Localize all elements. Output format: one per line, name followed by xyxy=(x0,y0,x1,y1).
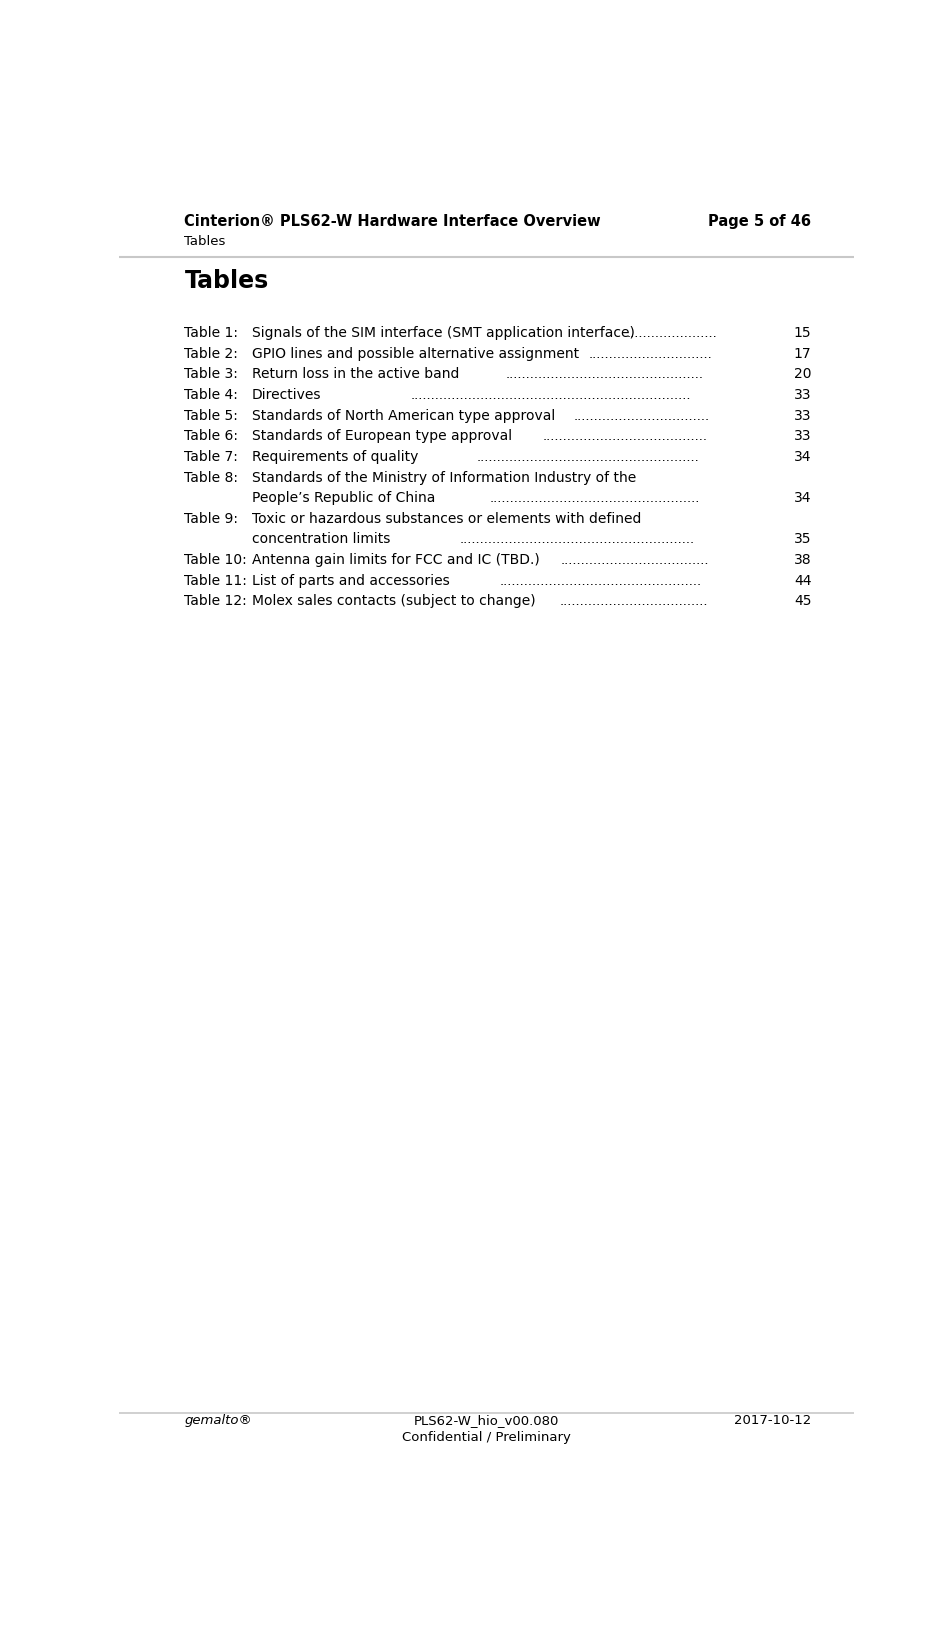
Text: Return loss in the active band: Return loss in the active band xyxy=(251,368,459,381)
Text: Standards of the Ministry of Information Industry of the: Standards of the Ministry of Information… xyxy=(251,471,636,484)
Text: Table 8:: Table 8: xyxy=(184,471,238,484)
Text: Signals of the SIM interface (SMT application interface): Signals of the SIM interface (SMT applic… xyxy=(251,327,635,340)
Text: Table 5:: Table 5: xyxy=(184,409,238,423)
Text: .................................: ................................. xyxy=(573,410,710,423)
Text: Table 12:: Table 12: xyxy=(184,594,248,609)
Text: concentration limits: concentration limits xyxy=(251,532,390,546)
Text: Standards of North American type approval: Standards of North American type approva… xyxy=(251,409,555,423)
Text: 45: 45 xyxy=(794,594,811,609)
Text: Antenna gain limits for FCC and IC (TBD.): Antenna gain limits for FCC and IC (TBD.… xyxy=(251,553,540,568)
Text: Table 1:: Table 1: xyxy=(184,327,238,340)
Text: Table 2:: Table 2: xyxy=(184,346,238,361)
Text: List of parts and accessories: List of parts and accessories xyxy=(251,574,450,587)
Text: 38: 38 xyxy=(794,553,811,568)
Text: Standards of European type approval: Standards of European type approval xyxy=(251,430,512,443)
Text: 34: 34 xyxy=(794,450,811,464)
Text: Directives: Directives xyxy=(251,387,322,402)
Text: Page 5 of 46: Page 5 of 46 xyxy=(709,215,811,230)
Text: People’s Republic of China: People’s Republic of China xyxy=(251,491,436,505)
Text: ....................................: .................................... xyxy=(560,596,708,609)
Text: 20: 20 xyxy=(794,368,811,381)
Text: 15: 15 xyxy=(794,327,811,340)
Text: 35: 35 xyxy=(794,532,811,546)
Text: ....................................: .................................... xyxy=(561,555,710,568)
Text: Table 10:: Table 10: xyxy=(184,553,248,568)
Text: ..............................: .............................. xyxy=(588,348,713,361)
Text: ........................................: ........................................ xyxy=(542,430,707,443)
Text: ......................................................: ........................................… xyxy=(477,451,699,464)
Text: Confidential / Preliminary: Confidential / Preliminary xyxy=(402,1431,570,1444)
Text: 33: 33 xyxy=(794,430,811,443)
Text: gemalto®: gemalto® xyxy=(184,1415,252,1428)
Text: Table 4:: Table 4: xyxy=(184,387,238,402)
Text: Table 3:: Table 3: xyxy=(184,368,238,381)
Text: ...................................................: ........................................… xyxy=(490,492,700,505)
Text: Cinterion® PLS62-W Hardware Interface Overview: Cinterion® PLS62-W Hardware Interface Ov… xyxy=(184,215,601,230)
Text: Molex sales contacts (subject to change): Molex sales contacts (subject to change) xyxy=(251,594,535,609)
Text: .........................................................: ........................................… xyxy=(460,533,695,546)
Text: Table 9:: Table 9: xyxy=(184,512,238,525)
Text: ......................: ...................... xyxy=(627,327,717,340)
Text: ....................................................................: ........................................… xyxy=(411,389,691,402)
Text: 44: 44 xyxy=(794,574,811,587)
Text: ................................................: ........................................… xyxy=(505,368,703,381)
Text: 33: 33 xyxy=(794,387,811,402)
Text: 33: 33 xyxy=(794,409,811,423)
Text: Table 6:: Table 6: xyxy=(184,430,238,443)
Text: 17: 17 xyxy=(794,346,811,361)
Text: Toxic or hazardous substances or elements with defined: Toxic or hazardous substances or element… xyxy=(251,512,642,525)
Text: .................................................: ........................................… xyxy=(499,574,701,587)
Text: GPIO lines and possible alternative assignment: GPIO lines and possible alternative assi… xyxy=(251,346,579,361)
Text: PLS62-W_hio_v00.080: PLS62-W_hio_v00.080 xyxy=(414,1415,559,1428)
Text: 34: 34 xyxy=(794,491,811,505)
Text: 2017-10-12: 2017-10-12 xyxy=(735,1415,811,1428)
Text: Tables: Tables xyxy=(184,235,226,248)
Text: Tables: Tables xyxy=(184,269,269,292)
Text: Requirements of quality: Requirements of quality xyxy=(251,450,419,464)
Text: Table 7:: Table 7: xyxy=(184,450,238,464)
Text: Table 11:: Table 11: xyxy=(184,574,248,587)
